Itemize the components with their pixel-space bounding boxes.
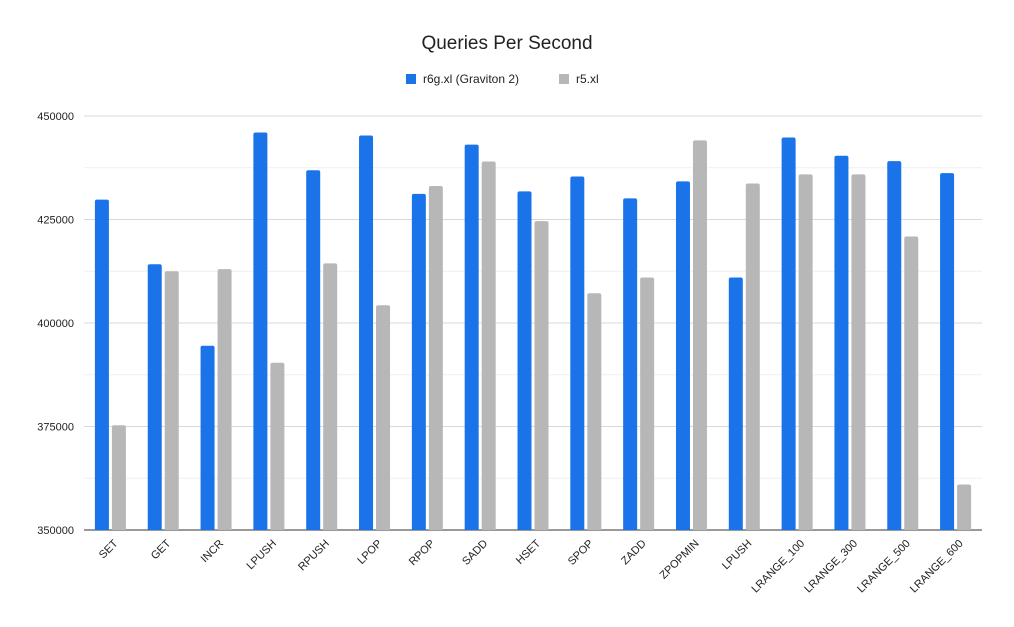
bar-r5 xyxy=(587,293,602,530)
bar-r5 xyxy=(164,271,179,530)
x-category-label: LPUSH xyxy=(720,538,754,572)
bar-r6g xyxy=(464,144,479,531)
x-category-label: LRANGE_600 xyxy=(908,538,966,596)
x-category-label: LRANGE_500 xyxy=(855,538,913,596)
bar-r6g xyxy=(411,193,426,530)
bar-r5 xyxy=(481,161,496,531)
bar-r5 xyxy=(270,362,285,530)
legend-swatch xyxy=(559,74,569,84)
bar-r5 xyxy=(323,263,338,530)
bar-r6g xyxy=(200,345,215,530)
bar-r5 xyxy=(640,277,655,530)
bar-r5 xyxy=(217,269,232,530)
x-category-label: SPOP xyxy=(566,538,596,568)
y-tick-label: 375000 xyxy=(37,422,74,434)
x-category-label: LPOP xyxy=(355,538,384,567)
bar-r5 xyxy=(957,484,972,530)
legend-swatch xyxy=(406,74,416,84)
y-tick-label: 400000 xyxy=(37,318,74,330)
bar-r6g xyxy=(517,191,532,530)
y-tick-label: 350000 xyxy=(37,525,74,537)
bar-r6g xyxy=(623,198,638,531)
x-category-label: LPUSH xyxy=(245,538,279,572)
bar-r5 xyxy=(798,174,813,530)
chart-title: Queries Per Second xyxy=(421,33,592,54)
bar-r5 xyxy=(745,183,760,530)
x-category-label: HSET xyxy=(514,537,543,566)
bar-r5 xyxy=(376,305,391,530)
y-tick-label: 450000 xyxy=(37,111,74,123)
bar-r5 xyxy=(904,236,919,530)
bar-r6g xyxy=(253,132,268,530)
x-category-label: RPOP xyxy=(407,538,438,569)
bar-r6g xyxy=(940,173,955,530)
y-axis-ticks: 350000 375000 400000 425000 450000 xyxy=(37,111,74,537)
legend-label: r6g.xl (Graviton 2) xyxy=(423,72,519,86)
bar-r5 xyxy=(851,174,866,530)
bar-r6g xyxy=(94,199,109,531)
x-category-label: GET xyxy=(149,537,174,562)
x-category-label: LRANGE_300 xyxy=(802,538,860,596)
x-axis-labels: SET GET INCR LPUSH RPUSH LPOP RPOP SADD HSET SPOP… xyxy=(97,537,966,595)
x-category-label: INCR xyxy=(199,538,227,566)
y-tick-label: 425000 xyxy=(37,215,74,227)
legend: r6g.xl (Graviton 2) r5.xl xyxy=(406,72,599,86)
bar-r5 xyxy=(692,140,707,530)
bar-r6g xyxy=(306,170,321,530)
x-category-label: SADD xyxy=(460,538,490,568)
bar-r6g xyxy=(359,135,374,530)
bar-r6g xyxy=(570,176,585,530)
bar-r6g xyxy=(675,181,690,531)
legend-label: r5.xl xyxy=(576,72,599,86)
bar-r5 xyxy=(534,221,549,530)
bar-r5 xyxy=(111,425,126,530)
gridlines xyxy=(84,115,982,531)
bar-r6g xyxy=(147,264,162,530)
bar-r6g xyxy=(834,155,849,530)
x-category-label: SET xyxy=(97,537,121,561)
bar-r5 xyxy=(428,185,443,530)
x-category-label: RPUSH xyxy=(296,538,332,574)
bars xyxy=(94,132,972,531)
bar-r6g xyxy=(887,161,902,530)
x-category-label: LRANGE_100 xyxy=(749,538,807,596)
x-category-label: ZPOPMIN xyxy=(658,538,702,582)
bar-r6g xyxy=(781,137,796,530)
bar-r6g xyxy=(728,277,743,530)
x-category-label: ZADD xyxy=(619,538,649,568)
